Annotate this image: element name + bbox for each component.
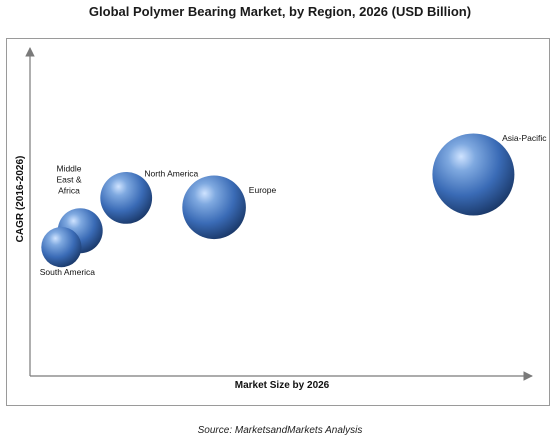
- bubble-label-line: Africa: [58, 185, 80, 195]
- bubble-asia-pacific: [432, 133, 515, 216]
- bubble-label-south-america: South America: [40, 267, 96, 277]
- bubble-label-asia-pacific: Asia-Pacific: [502, 133, 547, 143]
- bubble-label-line: South America: [40, 267, 96, 277]
- bubble-label-line: Europe: [249, 185, 277, 195]
- bubble-label-line: North America: [144, 169, 198, 179]
- bubble-label-line: Asia-Pacific: [502, 133, 547, 143]
- bubble-label-middle-east-africa: Middle East & Africa: [56, 163, 81, 195]
- bubble-layer: [41, 133, 515, 268]
- chart-title: Global Polymer Bearing Market, by Region…: [88, 4, 472, 19]
- bubble-europe: [182, 175, 246, 240]
- bubble-label-layer: Asia-Pacific Europe North America Middle Eas…: [40, 133, 547, 277]
- bubble-label-line: Middle: [56, 163, 81, 173]
- bubble-label-europe: Europe: [249, 185, 277, 195]
- y-axis-label: CAGR (2016-2026): [15, 156, 26, 243]
- bubble-label-line: East &: [56, 174, 81, 184]
- bubble-label-north-america: North America: [144, 169, 198, 179]
- x-axis-label: Market Size by 2026: [235, 380, 330, 391]
- chart-frame: [6, 38, 550, 406]
- bubble-north-america: [100, 172, 153, 224]
- source-note: Source: MarketsandMarkets Analysis: [197, 425, 363, 436]
- bubble-south-america: [41, 227, 82, 268]
